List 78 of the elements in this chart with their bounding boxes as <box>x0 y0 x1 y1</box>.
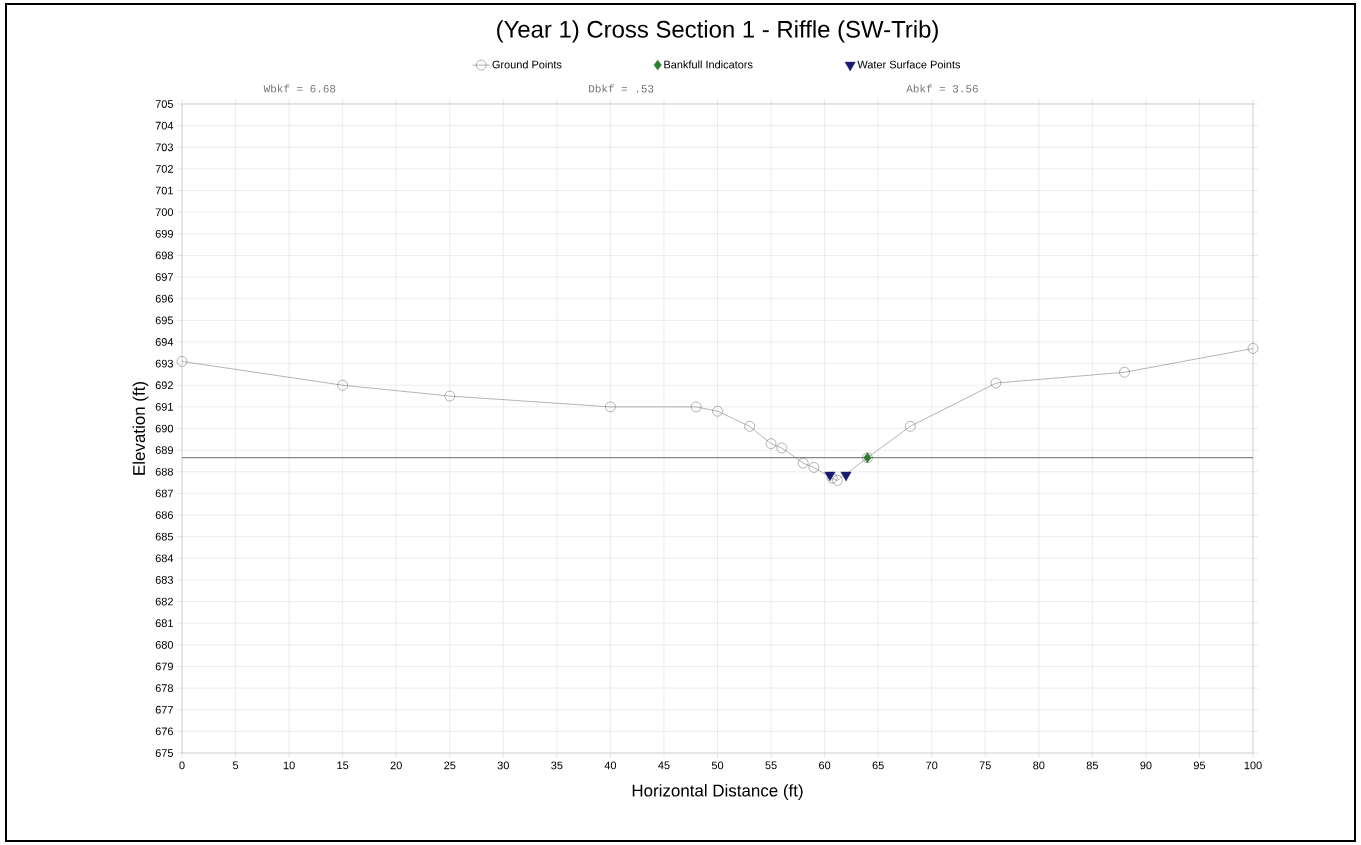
y-tick-label: 684 <box>155 554 174 563</box>
y-tick-label: 677 <box>155 705 173 714</box>
y-tick-label: 701 <box>155 186 173 195</box>
y-tick-label: 693 <box>155 359 173 368</box>
point <box>690 401 702 413</box>
x-tick-label: 100 <box>1244 761 1262 770</box>
x-tick-label: 65 <box>872 761 884 770</box>
y-tick-label: 678 <box>155 684 173 692</box>
x-tick-label: 70 <box>926 761 938 770</box>
legend-label: Bankfull Indicators <box>664 60 753 69</box>
y-tick-label: 675 <box>155 749 174 757</box>
text: Abkf = 3.56 <box>906 84 978 93</box>
x-tick-label: 80 <box>1033 761 1045 770</box>
y-tick-label: 680 <box>155 640 174 649</box>
point <box>176 356 188 367</box>
y-tick-label: 692 <box>155 381 173 390</box>
point <box>905 421 916 432</box>
y-tick-label: 683 <box>155 576 173 584</box>
y-tick-label: 699 <box>155 229 173 238</box>
x-tick-label: 75 <box>979 761 991 770</box>
y-tick-label: 704 <box>155 121 174 130</box>
y-tick-label: 703 <box>155 143 173 152</box>
point <box>990 377 1002 389</box>
y-tick-label: 679 <box>155 662 173 671</box>
point <box>840 471 852 482</box>
point <box>444 390 455 402</box>
y-tick-label: 685 <box>155 532 174 541</box>
point <box>1119 367 1130 378</box>
point <box>765 438 777 449</box>
x-tick-label: 50 <box>711 761 724 770</box>
x-tick-label: 30 <box>497 761 509 770</box>
point <box>776 442 787 454</box>
x-tick-label: 85 <box>1086 761 1098 770</box>
text: Wbkf = 6.68 <box>263 84 336 93</box>
point <box>1247 343 1259 354</box>
y-axis-title: Elevation (ft) <box>132 382 149 475</box>
y-tick-label: 700 <box>155 208 174 217</box>
y-tick-label: 681 <box>155 619 173 628</box>
point <box>337 380 348 391</box>
y-tick-label: 690 <box>155 424 174 433</box>
point <box>808 462 820 473</box>
x-tick-label: 5 <box>232 761 239 770</box>
x-tick-label: 40 <box>604 761 617 770</box>
y-tick-label: 696 <box>155 294 173 303</box>
y-tick-label: 676 <box>155 727 173 736</box>
point <box>605 401 616 413</box>
x-tick-label: 10 <box>283 761 295 770</box>
y-tick-label: 687 <box>155 489 173 498</box>
text: Dbkf = .53 <box>589 84 654 93</box>
point <box>832 475 843 486</box>
x-tick-label: 45 <box>658 761 670 770</box>
x-axis-title: Horizontal Distance (ft) <box>632 784 803 800</box>
y-tick-label: 694 <box>155 338 174 346</box>
x-tick-label: 15 <box>337 761 349 770</box>
y-tick-label: 702 <box>155 165 173 173</box>
y-tick-label: 689 <box>155 446 173 455</box>
point <box>797 457 809 469</box>
point <box>712 405 723 417</box>
y-tick-label: 691 <box>155 403 173 411</box>
y-tick-label: 697 <box>155 273 173 281</box>
x-tick-label: 55 <box>765 761 777 770</box>
chart-title: (Year 1) Cross Section 1 - Riffle (SW-Trib) <box>497 20 938 43</box>
point <box>744 421 755 432</box>
y-tick-label: 686 <box>155 511 173 519</box>
x-tick-label: 25 <box>444 761 456 770</box>
y-tick-label: 682 <box>155 597 173 606</box>
x-tick-label: 0 <box>179 761 185 770</box>
legend-label: Water Surface Points <box>857 60 961 69</box>
y-tick-label: 705 <box>155 100 174 108</box>
x-tick-label: 90 <box>1140 761 1152 770</box>
y-tick-label: 695 <box>155 316 174 325</box>
y-tick-label: 698 <box>155 251 173 260</box>
y-tick-label: 688 <box>155 467 173 476</box>
x-tick-label: 95 <box>1193 761 1206 770</box>
x-tick-label: 35 <box>551 761 563 770</box>
x-tick-label: 20 <box>390 761 402 770</box>
x-tick-label: 60 <box>819 761 831 770</box>
legend-label: Ground Points <box>492 60 562 69</box>
